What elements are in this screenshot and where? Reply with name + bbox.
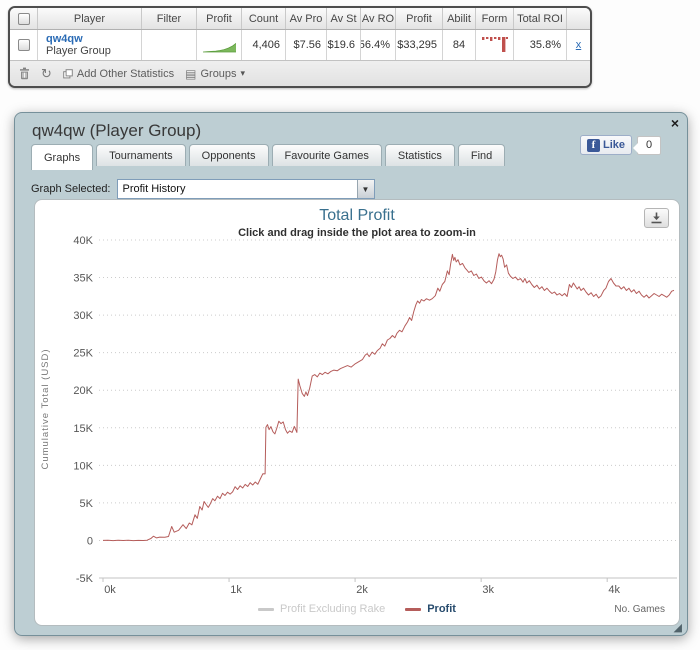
legend-marker <box>405 607 422 611</box>
column-header-av-ro[interactable]: Av RO <box>361 8 396 29</box>
column-header-total-roi[interactable]: Total ROI <box>514 8 567 29</box>
chart-subtitle: Click and drag inside the plot area to z… <box>238 227 476 239</box>
ability-value: 84 <box>443 30 476 60</box>
chart-panel: 40K 35K 30K 25K 20K 15K 10K 5K 0 -5K 0k 1k 2k 3k 4k Cum… <box>34 199 680 626</box>
resize-handle[interactable]: ◢ <box>673 622 682 634</box>
popup-title: qw4qw (Player Group) <box>32 121 202 140</box>
table-toolbar: ↻ Add Other Statistics ▤ Groups ▾ <box>10 61 590 86</box>
profit-value: $33,295 <box>396 30 443 60</box>
form-sparkline <box>482 37 508 52</box>
column-header-av-pro[interactable]: Av Pro <box>286 8 327 29</box>
svg-text:1k: 1k <box>230 584 242 596</box>
av-st-value: $19.6 <box>327 30 361 60</box>
actions-header[interactable] <box>567 8 590 29</box>
refresh-button[interactable]: ↻ <box>41 67 52 80</box>
column-header-abilit[interactable]: Abilit <box>443 8 476 29</box>
svg-text:40K: 40K <box>73 235 93 247</box>
plot-area[interactable]: 40K 35K 30K 25K 20K 15K 10K 5K 0 -5K 0k 1k 2k 3k 4k Cum… <box>35 200 681 627</box>
legend-item-profit-excluding-rake[interactable]: Profit Excluding Rake <box>258 603 385 615</box>
svg-text:15K: 15K <box>73 423 93 435</box>
dropdown-arrow-icon[interactable]: ▼ <box>356 180 374 198</box>
chart-legend: Profit Excluding Rake Profit <box>35 603 679 615</box>
graph-selected-label: Graph Selected: <box>31 183 111 195</box>
groups-label: Groups <box>200 67 237 80</box>
svg-text:5K: 5K <box>80 498 94 510</box>
column-header-profit[interactable]: Profit <box>197 8 242 29</box>
svg-text:4k: 4k <box>608 584 620 596</box>
player-group-popup: qw4qw (Player Group) × f Like 0 Graphs To… <box>14 112 688 636</box>
player-group-label: Player Group <box>46 45 111 57</box>
remove-cell: x <box>567 30 590 60</box>
av-pro-value: $7.56 <box>286 30 327 60</box>
facebook-like-button[interactable]: f Like <box>579 135 632 155</box>
svg-text:Cumulative Total (USD): Cumulative Total (USD) <box>40 348 51 469</box>
graph-select-dropdown[interactable]: Profit History ▼ <box>116 179 375 199</box>
export-chart-button[interactable] <box>644 208 669 228</box>
column-header-form[interactable]: Form <box>476 8 514 29</box>
player-cell: qw4qw Player Group <box>38 30 142 60</box>
tab-statistics[interactable]: Statistics <box>384 144 455 166</box>
select-all-header[interactable] <box>10 8 38 29</box>
tab-find[interactable]: Find <box>457 144 506 166</box>
svg-text:0: 0 <box>87 535 93 547</box>
svg-text:-5K: -5K <box>76 573 94 585</box>
tab-graphs[interactable]: Graphs <box>31 144 94 170</box>
legend-marker <box>258 607 275 611</box>
svg-text:20K: 20K <box>73 385 93 397</box>
count-value: 4,406 <box>242 30 286 60</box>
groups-icon: ▤ <box>185 66 197 81</box>
select-all-checkbox[interactable] <box>17 12 30 25</box>
table-header-row: Player Filter Profit Count Av Pro Av St Av RO P… <box>10 8 590 30</box>
delete-button[interactable] <box>19 67 30 80</box>
column-header-profit[interactable]: Profit <box>396 8 443 29</box>
form-spark-cell <box>476 30 514 60</box>
graph-select-row: Graph Selected: Profit History ▼ <box>31 179 375 199</box>
tab-favourite-games[interactable]: Favourite Games <box>271 144 382 166</box>
column-header-count[interactable]: Count <box>242 8 286 29</box>
popup-tabs: Graphs Tournaments Opponents Favourite Game… <box>31 144 506 170</box>
tab-opponents[interactable]: Opponents <box>188 144 269 166</box>
svg-text:35K: 35K <box>73 273 93 285</box>
add-other-statistics-button[interactable]: Add Other Statistics <box>63 68 174 80</box>
row-checkbox-cell <box>10 30 38 60</box>
column-header-player[interactable]: Player <box>38 8 142 29</box>
player-name-link[interactable]: qw4qw <box>46 33 83 45</box>
download-icon <box>651 212 662 224</box>
trash-icon <box>20 67 29 80</box>
profit-sparkline <box>202 42 236 52</box>
column-header-filter[interactable]: Filter <box>142 8 197 29</box>
svg-text:0k: 0k <box>104 584 116 596</box>
groups-button[interactable]: ▤ Groups ▾ <box>185 68 245 80</box>
graph-select-value: Profit History <box>122 183 186 195</box>
legend-label: Profit <box>427 603 456 615</box>
row-checkbox[interactable] <box>17 39 30 51</box>
facebook-icon: f <box>586 138 600 152</box>
remove-row-link[interactable]: x <box>575 39 582 51</box>
player-stats-table: Player Filter Profit Count Av Pro Av St Av RO P… <box>8 6 592 88</box>
tab-tournaments[interactable]: Tournaments <box>96 144 186 166</box>
caret-down-icon: ▾ <box>240 68 246 78</box>
like-count-badge: 0 <box>633 135 661 155</box>
svg-text:25K: 25K <box>73 348 93 360</box>
table-row[interactable]: qw4qw Player Group 4,406 $7.56 $19.6 56.… <box>10 30 590 61</box>
like-label: Like <box>602 139 625 151</box>
column-header-av-st[interactable]: Av St <box>327 8 361 29</box>
facebook-like-widget: f Like 0 <box>579 135 661 155</box>
copy-icon <box>63 68 73 78</box>
av-ro-value: 56.4% <box>361 30 396 60</box>
x-axis-title: No. Games <box>614 604 665 615</box>
add-other-statistics-label: Add Other Statistics <box>76 67 175 80</box>
svg-text:30K: 30K <box>73 310 93 322</box>
total-roi-value: 35.8% <box>514 30 567 60</box>
close-icon[interactable]: × <box>670 115 679 131</box>
svg-text:10K: 10K <box>73 460 93 472</box>
svg-text:2k: 2k <box>356 584 368 596</box>
legend-item-profit[interactable]: Profit <box>405 603 456 615</box>
refresh-icon: ↻ <box>41 66 52 81</box>
filter-cell <box>142 30 197 60</box>
svg-text:3k: 3k <box>482 584 494 596</box>
profit-spark-cell <box>197 30 242 60</box>
chart-title: Total Profit <box>319 207 395 224</box>
legend-label: Profit Excluding Rake <box>280 603 386 615</box>
